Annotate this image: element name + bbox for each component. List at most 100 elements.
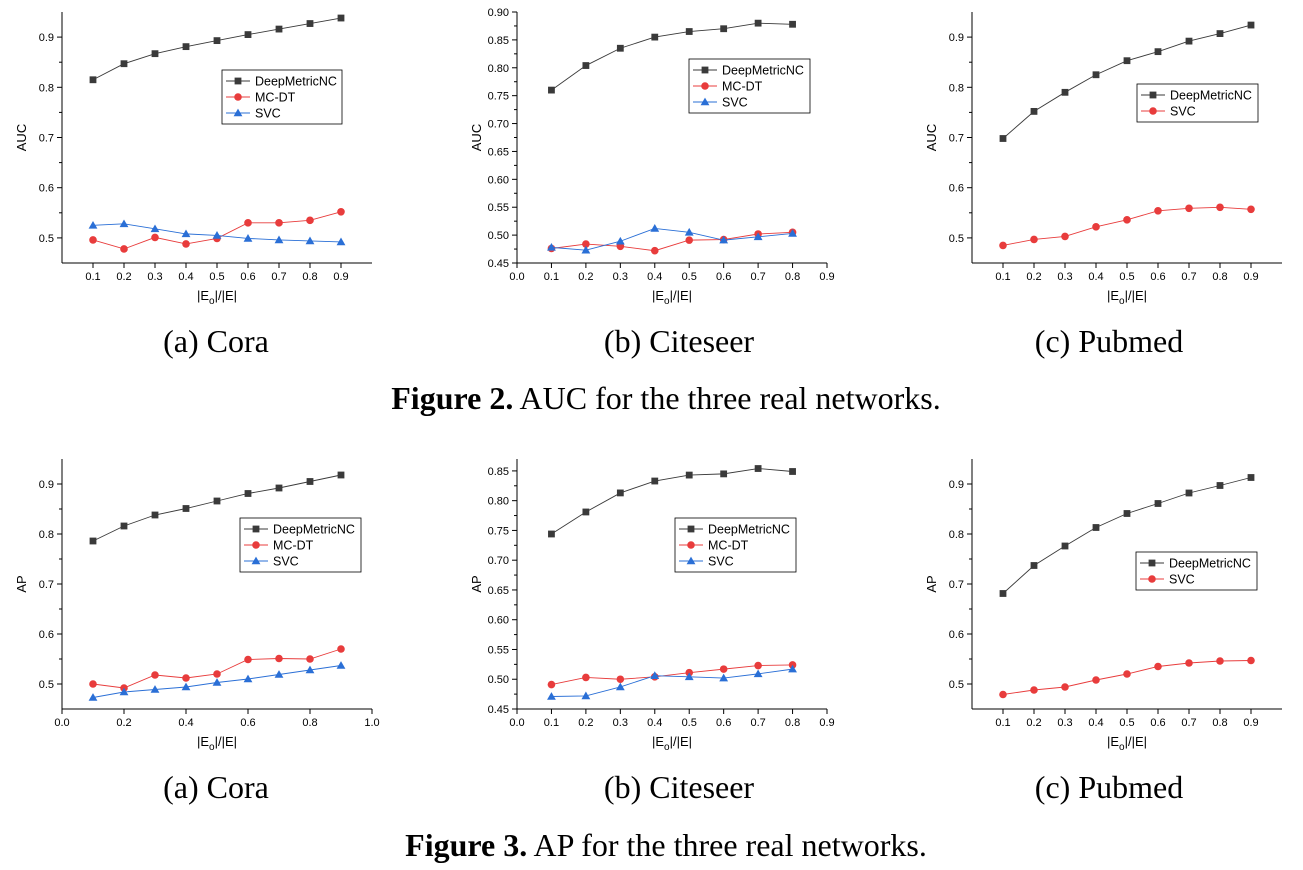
y-tick-label: 0.5 (39, 233, 54, 245)
series-line-SVC (1002, 206, 1252, 246)
x-tick-label: 0.8 (302, 271, 317, 283)
data-point-MC-DT (719, 665, 728, 673)
data-point-DeepMetricNC (685, 471, 693, 479)
figure-2-text: AUC for the three real networks. (513, 380, 940, 416)
data-point-DeepMetricNC (548, 86, 555, 94)
legend-marker (1149, 91, 1157, 99)
figure-2-label: Figure 2. (391, 380, 513, 416)
y-axis-title: AUC (469, 124, 484, 151)
data-point-SVC (1247, 205, 1255, 214)
legend-marker (686, 556, 696, 565)
data-point-MC-DT (685, 236, 694, 244)
y-tick-label: 0.7 (39, 133, 54, 145)
data-point-SVC (1123, 670, 1131, 678)
chart-panel-6: 0.5 0.6 0.7 0.8 0.9 0.1 0.2 0.3 0.4 0.5 0.6 0.7 0.8 0… (924, 459, 1282, 753)
chart-panel-3: 0.5 0.6 0.7 0.8 0.9 0.1 0.2 0.3 0.4 0.5 0.6 0.7 0.8 0… (924, 12, 1282, 307)
legend-box (1136, 83, 1259, 123)
data-point-DeepMetricNC (89, 537, 97, 545)
y-axis-title: AUC (924, 124, 939, 151)
legend-marker (233, 108, 243, 117)
x-tick-label: 0.7 (1181, 271, 1196, 283)
data-point-SVC (650, 671, 660, 679)
data-point-DeepMetricNC (1154, 48, 1162, 56)
data-point-MC-DT (616, 675, 625, 684)
legend-label: DeepMetricNC (1169, 557, 1251, 571)
x-tick-label: 0.9 (1243, 271, 1258, 283)
data-point-DeepMetricNC (89, 76, 97, 84)
data-point-SVC (305, 236, 315, 245)
y-tick-label: 0.6 (949, 183, 964, 195)
data-point-SVC (719, 673, 729, 682)
data-point-SVC (1061, 232, 1069, 241)
y-tick-label: 0.8 (949, 529, 964, 541)
subcaption-fig3-c: (c) Pubmed (1035, 769, 1183, 805)
subcaption-fig3-b: (b) Citeseer (604, 769, 755, 805)
series-line-DeepMetricNC (551, 22, 793, 91)
legend-label: SVC (273, 555, 299, 569)
data-point-SVC (788, 664, 797, 673)
data-point-SVC (1216, 657, 1224, 665)
data-point-SVC (1030, 235, 1038, 244)
x-tick-label: 0.5 (1119, 717, 1134, 729)
legend-label: SVC (255, 107, 281, 121)
data-point-DeepMetricNC (151, 511, 159, 519)
x-tick-label: 0.4 (647, 271, 662, 283)
data-point-DeepMetricNC (1123, 510, 1131, 517)
legend-label: MC-DT (273, 539, 314, 553)
data-point-DeepMetricNC (548, 530, 555, 538)
y-axis-title: AP (14, 575, 29, 592)
data-point-SVC (1185, 659, 1193, 667)
y-tick-label: 0.6 (39, 183, 54, 195)
x-tick-label: 0.4 (1088, 717, 1103, 729)
data-point-SVC (119, 219, 129, 228)
legend-marker (700, 97, 710, 106)
y-tick-label: 0.70 (488, 119, 509, 131)
x-tick-label: 0.9 (819, 271, 834, 283)
legend-marker (252, 541, 260, 549)
x-tick-label: 0.8 (785, 717, 800, 729)
subcaption-fig2-c: (c) Pubmed (1035, 323, 1183, 359)
x-tick-label: 0.6 (240, 717, 255, 729)
data-point-DeepMetricNC (306, 478, 314, 485)
legend-marker (1148, 559, 1156, 567)
y-tick-label: 0.6 (39, 629, 54, 641)
x-tick-label: 0.2 (116, 717, 131, 729)
data-point-SVC (1030, 686, 1038, 694)
legend-marker (234, 77, 242, 85)
data-point-SVC (684, 227, 694, 236)
data-point-SVC (336, 237, 346, 246)
y-tick-label: 0.5 (39, 679, 54, 691)
data-point-DeepMetricNC (754, 465, 762, 472)
data-point-MC-DT (275, 654, 283, 663)
y-tick-label: 0.8 (39, 82, 54, 94)
data-point-DeepMetricNC (1030, 107, 1038, 115)
data-point-SVC (181, 682, 191, 691)
x-tick-label: 0.6 (1150, 717, 1165, 729)
x-tick-label: 0.6 (716, 717, 731, 729)
legend-marker (687, 525, 695, 533)
y-tick-label: 0.7 (39, 579, 54, 591)
y-tick-label: 0.45 (488, 258, 509, 270)
data-point-MC-DT (151, 233, 159, 242)
y-tick-label: 0.65 (488, 146, 509, 158)
figure-2-caption: Figure 2. AUC for the three real network… (391, 380, 940, 416)
figure-3-caption: Figure 3. AP for the three real networks… (405, 827, 927, 863)
data-point-DeepMetricNC (754, 19, 762, 27)
y-tick-label: 0.50 (488, 674, 509, 686)
data-point-DeepMetricNC (275, 484, 283, 492)
data-point-DeepMetricNC (616, 44, 624, 52)
data-point-DeepMetricNC (151, 50, 159, 58)
x-axis-title: |Eo|/|E| (197, 734, 237, 753)
y-tick-label: 0.6 (949, 629, 964, 641)
data-point-DeepMetricNC (1092, 524, 1100, 531)
x-tick-label: 0.7 (750, 271, 765, 283)
legend-label: SVC (1169, 573, 1195, 587)
data-point-SVC (150, 224, 160, 233)
data-point-MC-DT (151, 671, 159, 679)
x-tick-label: 0.1 (544, 717, 559, 729)
y-tick-label: 0.80 (488, 63, 509, 75)
data-point-DeepMetricNC (1216, 482, 1224, 489)
data-point-SVC (243, 674, 253, 683)
data-point-SVC (788, 229, 797, 237)
